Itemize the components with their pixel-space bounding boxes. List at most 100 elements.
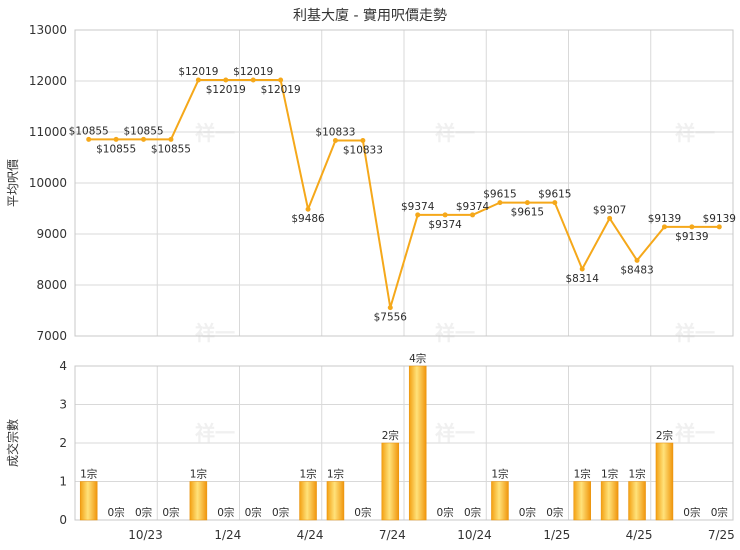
price-data-label: $10855: [151, 143, 191, 155]
price-point: [552, 200, 558, 206]
price-data-label: $9139: [675, 231, 708, 243]
price-point: [442, 212, 448, 218]
transaction-bar-series: 1宗 0宗 0宗 0宗 1宗 0宗 0宗 0宗 1宗 1宗 0宗 2宗 4宗 0宗 0宗 1宗 0宗 0宗 1宗 1宗…: [79, 352, 728, 521]
price-data-label: $12019: [233, 66, 273, 78]
price-data-label: $9615: [483, 189, 516, 201]
transaction-data-label: 2宗: [382, 429, 399, 442]
price-point: [689, 224, 695, 230]
price-point: [634, 257, 640, 263]
x-tick-label: 10/23: [128, 528, 163, 542]
transaction-bar: [628, 481, 646, 521]
x-tick-label: 7/25: [708, 528, 735, 542]
price-data-label: $12019: [178, 66, 218, 78]
price-data-label: $10855: [96, 143, 136, 155]
line-chart-frame: [74, 29, 734, 337]
price-point: [305, 206, 311, 212]
price-point: [387, 305, 393, 311]
watermark-logo: 祥一: [675, 321, 715, 345]
transaction-bar: [326, 481, 345, 521]
transaction-data-label: 1宗: [327, 468, 344, 481]
transaction-bar: [655, 442, 674, 521]
price-point: [250, 77, 256, 83]
bar-y-tick-label: 1: [59, 475, 67, 489]
price-point: [360, 138, 366, 144]
transaction-data-label: 1宗: [491, 468, 508, 481]
transaction-data-label: 0宗: [546, 506, 563, 519]
price-point: [716, 224, 722, 230]
price-point: [195, 77, 201, 83]
line-chart-y-axis-title: 平均呎價: [6, 159, 20, 207]
transaction-data-label: 1宗: [80, 468, 97, 481]
transaction-data-label: 0宗: [108, 506, 125, 519]
transaction-data-label: 0宗: [354, 506, 371, 519]
price-data-label: $7556: [374, 312, 408, 324]
price-data-label: $9615: [511, 207, 544, 219]
price-point: [141, 136, 147, 142]
line-y-tick-label: 11000: [29, 125, 67, 139]
x-tick-label: 1/25: [543, 528, 570, 542]
price-point: [497, 200, 503, 206]
price-point: [113, 136, 119, 142]
price-point: [415, 212, 421, 218]
bar-y-tick-label: 3: [59, 398, 67, 412]
price-line-series: $10855 $10855 $10855 $10855 $12019 $12019 $120…: [69, 66, 736, 324]
transaction-data-label: 2宗: [656, 429, 673, 442]
x-tick-label: 7/24: [379, 528, 406, 542]
transaction-data-label: 1宗: [574, 468, 591, 481]
watermark-logo: 祥一: [435, 121, 475, 145]
line-y-tick-label: 12000: [29, 74, 67, 88]
chart-title: 利基大廈 - 實用呎價走勢: [293, 7, 447, 24]
line-y-tick-label: 7000: [36, 329, 67, 343]
transaction-bar: [600, 481, 619, 521]
price-data-label: $10833: [315, 127, 355, 139]
bar-y-tick-label: 4: [59, 359, 67, 373]
transaction-bar: [189, 481, 208, 521]
transaction-data-label: 1宗: [601, 468, 618, 481]
price-data-label: $9307: [593, 204, 626, 216]
price-data-label: $9486: [291, 213, 325, 225]
bar-chart-frame: [74, 365, 734, 521]
price-point: [607, 215, 613, 221]
watermark-logo: 祥一: [435, 321, 475, 345]
transaction-bar: [408, 365, 427, 521]
transaction-data-label: 0宗: [217, 506, 234, 519]
price-data-label: $12019: [206, 84, 246, 96]
price-point: [278, 77, 284, 83]
price-data-label: $9374: [428, 219, 462, 231]
watermark-logo: 祥一: [195, 421, 235, 445]
transaction-data-label: 0宗: [272, 506, 289, 519]
x-tick-label: 4/25: [626, 528, 653, 542]
price-point: [661, 224, 667, 230]
line-chart-grid: [75, 29, 734, 337]
line-y-tick-label: 8000: [36, 278, 67, 292]
price-data-label: $8314: [566, 273, 600, 285]
transaction-bar: [573, 481, 591, 521]
x-tick-label: 4/24: [297, 528, 324, 542]
price-point: [168, 136, 174, 142]
line-y-tick-label: 13000: [29, 23, 67, 37]
price-data-label: $10855: [123, 125, 163, 137]
transaction-bar: [299, 481, 317, 521]
transaction-data-label: 1宗: [628, 468, 645, 481]
watermark-logo: 祥一: [675, 121, 715, 145]
bar-y-tick-label: 2: [59, 436, 67, 450]
transaction-data-label: 0宗: [135, 506, 152, 519]
price-point: [524, 200, 530, 206]
price-data-label: $9374: [456, 201, 490, 213]
price-point: [86, 136, 92, 142]
price-data-label: $9139: [648, 213, 681, 225]
transaction-data-label: 0宗: [162, 506, 179, 519]
watermark-logo: 祥一: [195, 121, 235, 145]
price-point: [470, 212, 476, 218]
price-point: [579, 266, 585, 272]
price-data-label: $10833: [343, 145, 383, 157]
transaction-data-label: 0宗: [437, 506, 454, 519]
transaction-data-label: 0宗: [711, 506, 728, 519]
price-data-label: $9374: [401, 201, 435, 213]
transaction-data-label: 0宗: [519, 506, 536, 519]
transaction-bar: [381, 442, 400, 521]
line-y-tick-label: 10000: [29, 176, 67, 190]
bar-chart-y-axis-title: 成交宗數: [5, 419, 20, 467]
x-tick-label: 10/24: [457, 528, 492, 542]
